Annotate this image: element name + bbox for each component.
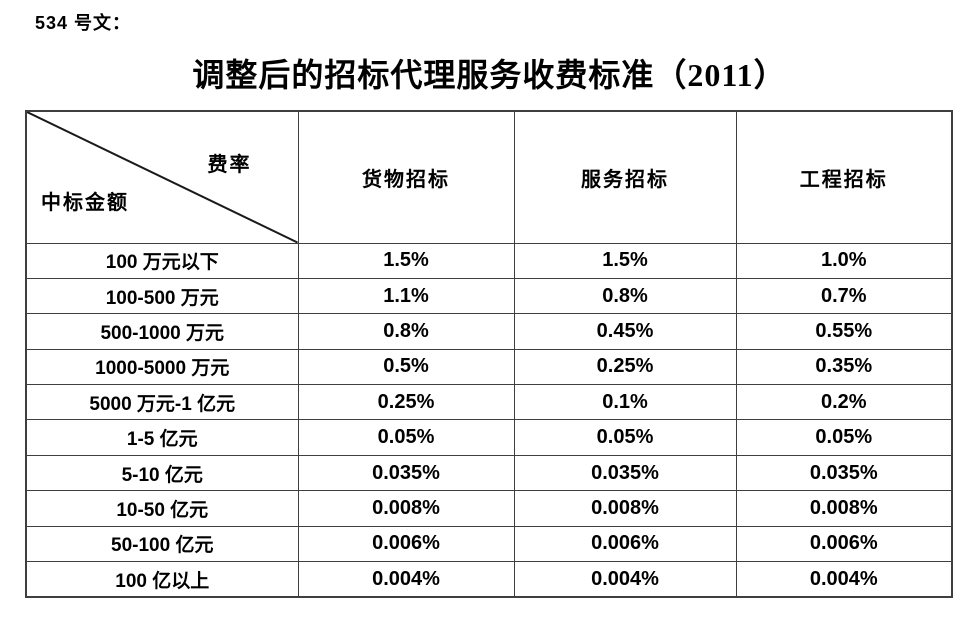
corner-amount-label: 中标金额 [41, 191, 129, 214]
services-rate-cell: 0.8% [513, 277, 737, 315]
services-rate-cell: 0.05% [513, 419, 737, 456]
engineering-rate-cell: 0.7% [735, 277, 953, 315]
table-row: 100-500 万元 1.1% 0.8% 0.7% [25, 277, 953, 315]
page-title: 调整后的招标代理服务收费标准（2011） [192, 57, 787, 93]
goods-rate-cell: 0.035% [297, 454, 515, 492]
amount-range-cell: 100-500 万元 [25, 277, 299, 315]
fee-standard-table: 费率 中标金额 货物招标 服务招标 工程招标 100 万元以下 1.5% 1.5… [25, 110, 953, 598]
table-row: 50-100 亿元 0.006% 0.006% 0.006% [25, 525, 953, 563]
column-header-goods: 货物招标 [297, 110, 515, 244]
goods-rate-cell: 1.1% [297, 277, 515, 315]
engineering-rate-cell: 0.008% [735, 490, 953, 527]
column-header-services: 服务招标 [513, 110, 737, 244]
table-row: 1-5 亿元 0.05% 0.05% 0.05% [25, 419, 953, 456]
doc-number-label: 534 号文： [35, 13, 132, 33]
goods-rate-cell: 0.25% [297, 384, 515, 421]
services-rate-cell: 0.1% [513, 384, 737, 421]
engineering-rate-cell: 0.006% [735, 525, 953, 563]
goods-rate-cell: 0.5% [297, 348, 515, 386]
amount-range-cell: 100 亿以上 [25, 561, 299, 598]
engineering-rate-cell: 1.0% [735, 242, 953, 279]
services-rate-cell: 0.008% [513, 490, 737, 527]
goods-rate-cell: 0.05% [297, 419, 515, 456]
engineering-rate-cell: 0.55% [735, 313, 953, 350]
amount-range-cell: 1-5 亿元 [25, 419, 299, 456]
amount-range-cell: 5000 万元-1 亿元 [25, 384, 299, 421]
goods-rate-cell: 0.004% [297, 561, 515, 598]
column-header-engineering: 工程招标 [735, 110, 953, 244]
table-row: 1000-5000 万元 0.5% 0.25% 0.35% [25, 348, 953, 386]
goods-rate-cell: 0.8% [297, 313, 515, 350]
table-header-row: 费率 中标金额 货物招标 服务招标 工程招标 [25, 110, 953, 244]
engineering-rate-cell: 0.05% [735, 419, 953, 456]
services-rate-cell: 0.004% [513, 561, 737, 598]
services-rate-cell: 0.035% [513, 454, 737, 492]
engineering-rate-cell: 0.2% [735, 384, 953, 421]
goods-rate-cell: 0.008% [297, 490, 515, 527]
engineering-rate-cell: 0.004% [735, 561, 953, 598]
goods-rate-cell: 0.006% [297, 525, 515, 563]
amount-range-cell: 10-50 亿元 [25, 490, 299, 527]
engineering-rate-cell: 0.35% [735, 348, 953, 386]
table-body: 100 万元以下 1.5% 1.5% 1.0% 100-500 万元 1.1% … [25, 242, 953, 598]
table-row: 500-1000 万元 0.8% 0.45% 0.55% [25, 313, 953, 350]
services-rate-cell: 0.006% [513, 525, 737, 563]
amount-range-cell: 500-1000 万元 [25, 313, 299, 350]
amount-range-cell: 100 万元以下 [25, 242, 299, 279]
services-rate-cell: 0.45% [513, 313, 737, 350]
amount-range-cell: 1000-5000 万元 [25, 348, 299, 386]
amount-range-cell: 5-10 亿元 [25, 454, 299, 492]
amount-range-cell: 50-100 亿元 [25, 525, 299, 563]
engineering-rate-cell: 0.035% [735, 454, 953, 492]
services-rate-cell: 1.5% [513, 242, 737, 279]
table-row: 100 亿以上 0.004% 0.004% 0.004% [25, 561, 953, 598]
corner-rate-label: 费率 [207, 154, 252, 176]
goods-rate-cell: 1.5% [297, 242, 515, 279]
table-row: 10-50 亿元 0.008% 0.008% 0.008% [25, 490, 953, 527]
table-row: 5-10 亿元 0.035% 0.035% 0.035% [25, 454, 953, 492]
diagonal-header-cell: 费率 中标金额 [25, 110, 299, 244]
diagonal-divider-line [27, 112, 298, 243]
table-row: 5000 万元-1 亿元 0.25% 0.1% 0.2% [25, 384, 953, 421]
table-row: 100 万元以下 1.5% 1.5% 1.0% [25, 242, 953, 279]
services-rate-cell: 0.25% [513, 348, 737, 386]
